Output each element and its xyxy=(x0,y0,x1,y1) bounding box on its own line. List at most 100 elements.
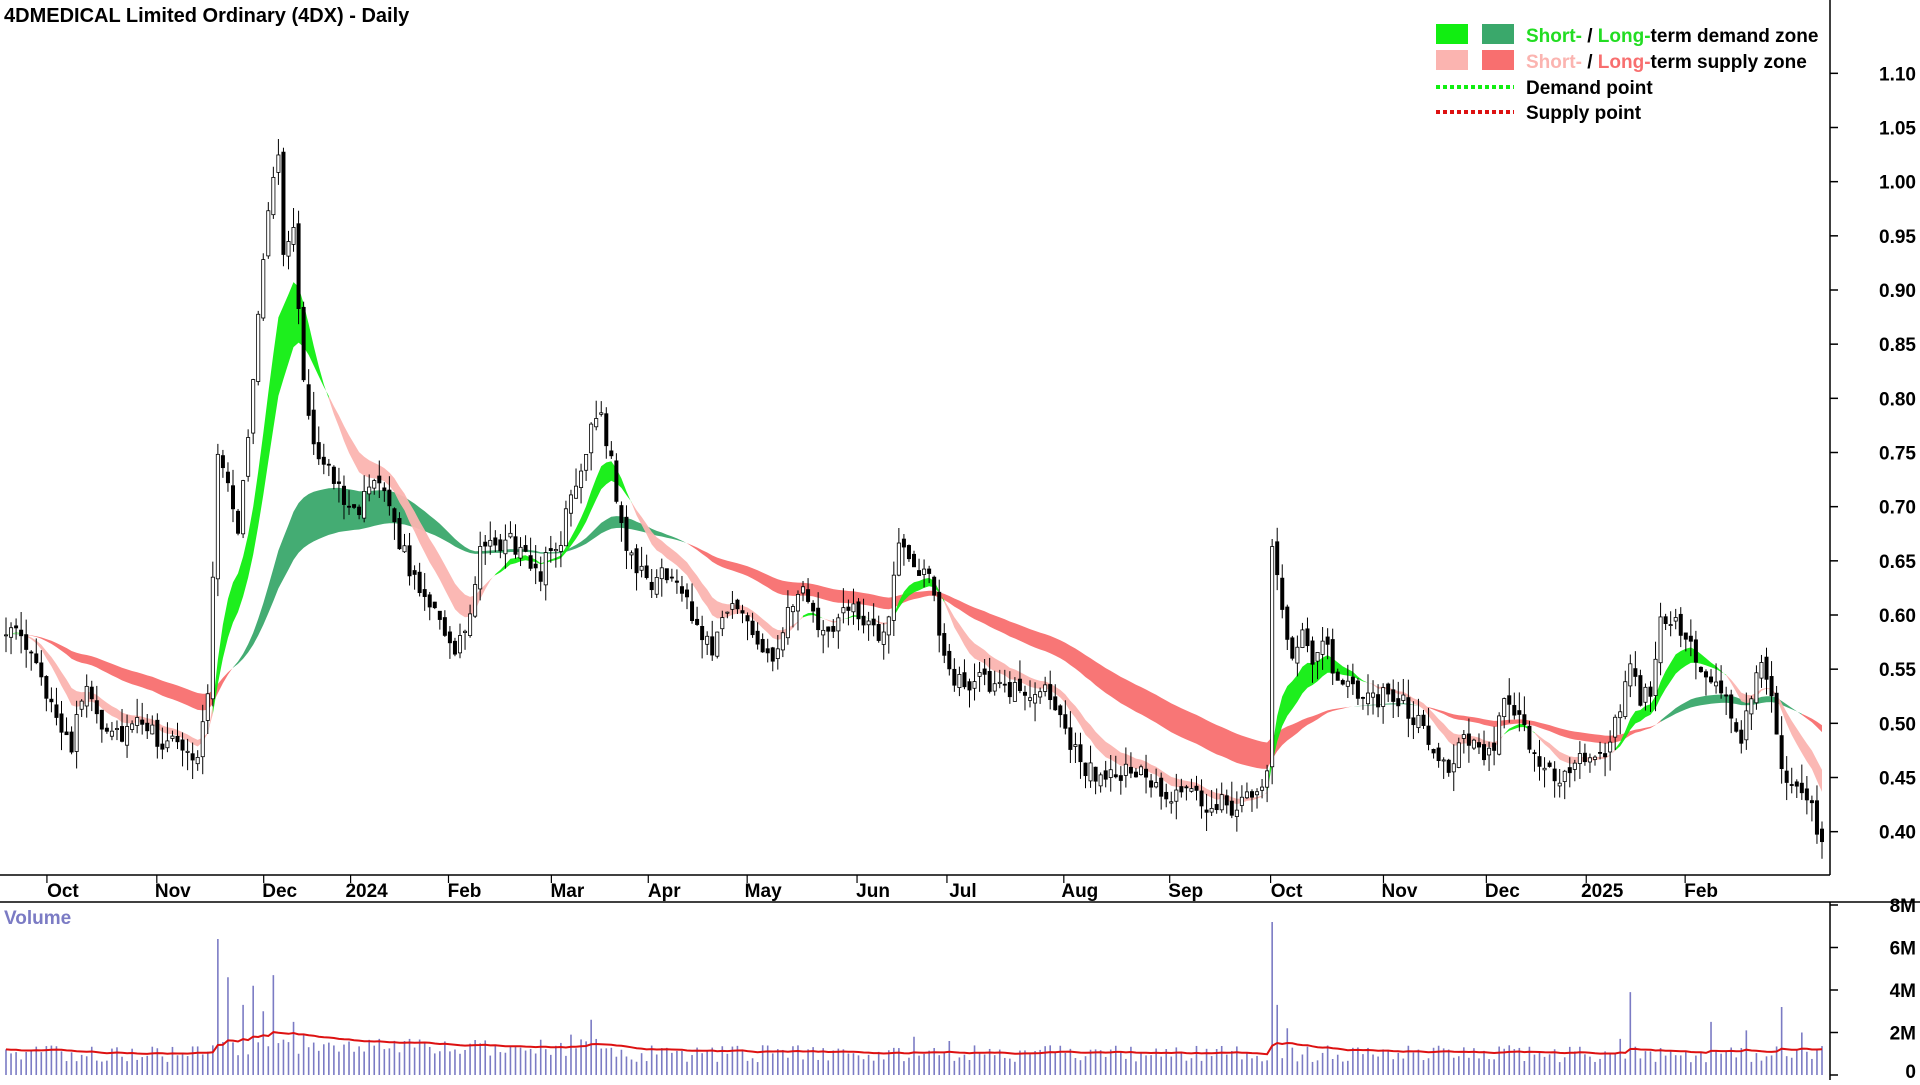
candle-body xyxy=(1689,636,1692,641)
candle-body xyxy=(595,418,598,426)
candle-body xyxy=(1155,783,1158,787)
candle-body xyxy=(1129,767,1132,773)
candle-body xyxy=(1316,652,1319,661)
candle-body xyxy=(428,595,431,607)
candle-body xyxy=(1553,769,1556,781)
candle-body xyxy=(252,380,255,434)
candle-body xyxy=(443,618,446,636)
candle-body xyxy=(897,543,900,575)
candle-body xyxy=(40,663,43,677)
candle-body xyxy=(1114,775,1117,777)
candle-body xyxy=(463,631,466,632)
candle-body xyxy=(1074,745,1077,747)
candle-body xyxy=(524,545,527,551)
candle-body xyxy=(1321,641,1324,654)
candle-body xyxy=(852,604,855,612)
candle-body xyxy=(1664,617,1667,624)
candle-body xyxy=(1417,715,1420,727)
legend-swatch-short-supply xyxy=(1436,50,1468,70)
candle-body xyxy=(247,438,250,477)
candle-body xyxy=(867,621,870,625)
candle-body xyxy=(1301,630,1304,648)
candle-body xyxy=(1538,757,1541,767)
candle-body xyxy=(736,600,739,609)
candle-body xyxy=(887,617,890,635)
candle-body xyxy=(317,443,320,459)
candle-body xyxy=(1634,669,1637,677)
candle-body xyxy=(423,589,426,596)
volume-tick-label: 2M xyxy=(1890,1024,1916,1045)
candle-body xyxy=(938,592,941,635)
candle-body xyxy=(453,641,456,654)
legend-supply-zone: Short- / Long-term supply zone xyxy=(1526,52,1807,73)
candle-body xyxy=(640,566,643,570)
candle-body xyxy=(933,577,936,595)
candle-body xyxy=(1180,787,1183,792)
candle-body xyxy=(1447,760,1450,772)
candle-body xyxy=(136,717,139,725)
candle-body xyxy=(196,757,199,763)
candle-body xyxy=(1624,682,1627,717)
x-tick-label: Mar xyxy=(550,881,584,902)
candle-body xyxy=(1033,695,1036,704)
candle-body xyxy=(1351,677,1354,684)
candle-body xyxy=(660,568,663,579)
x-tick-label: Oct xyxy=(1271,881,1303,902)
candle-body xyxy=(1472,740,1475,748)
candle-body xyxy=(1487,748,1490,755)
candle-body xyxy=(1023,692,1026,695)
candle-body xyxy=(241,481,244,534)
candle-body xyxy=(922,569,925,574)
candle-body xyxy=(1694,640,1697,662)
candle-body xyxy=(1200,791,1203,806)
candle-body xyxy=(408,546,411,576)
candle-body xyxy=(458,636,461,653)
candle-body xyxy=(801,587,804,593)
candle-body xyxy=(262,260,265,318)
candle-body xyxy=(1725,695,1728,696)
candle-body xyxy=(943,633,946,655)
candle-body xyxy=(1437,748,1440,761)
candle-body xyxy=(352,505,355,508)
candle-body xyxy=(373,481,376,489)
candle-body xyxy=(1457,743,1460,768)
candle-body xyxy=(1785,771,1788,782)
candle-body xyxy=(1054,697,1057,710)
y-tick-label: 0.65 xyxy=(1879,552,1916,573)
candle-body xyxy=(1498,716,1501,754)
candle-body xyxy=(226,472,229,483)
legend-supply-short: Short- xyxy=(1526,52,1582,73)
candle-body xyxy=(1210,808,1213,812)
candle-body xyxy=(544,553,547,585)
candle-body xyxy=(1104,771,1107,779)
candle-body xyxy=(125,726,128,745)
candle-body xyxy=(85,686,88,706)
candle-body xyxy=(20,630,23,636)
candle-body xyxy=(418,572,421,592)
candle-body xyxy=(1609,742,1612,752)
candle-body xyxy=(983,669,986,674)
candle-body xyxy=(1730,695,1733,718)
candle-body xyxy=(1432,749,1435,753)
candle-body xyxy=(1382,688,1385,707)
candle-body xyxy=(1775,693,1778,734)
candle-body xyxy=(1165,792,1168,799)
candle-body xyxy=(1281,578,1284,609)
candle-body xyxy=(1528,726,1531,749)
x-tick-label: 2024 xyxy=(345,881,388,902)
y-tick-label: 0.90 xyxy=(1879,281,1916,302)
y-tick-label: 0.75 xyxy=(1879,444,1916,465)
candle-body xyxy=(489,540,492,546)
candle-body xyxy=(1649,687,1652,696)
candle-body xyxy=(1044,685,1047,692)
legend-supply-long: Long- xyxy=(1598,52,1651,73)
volume-tick-label: 0 xyxy=(1905,1062,1916,1080)
candle-body xyxy=(151,725,154,734)
candle-body xyxy=(1286,607,1289,639)
candle-body xyxy=(585,454,588,470)
candle-body xyxy=(1614,717,1617,737)
candle-body xyxy=(1603,754,1606,757)
candle-body xyxy=(1548,763,1551,767)
candle-body xyxy=(776,649,779,659)
candle-body xyxy=(1084,763,1087,776)
